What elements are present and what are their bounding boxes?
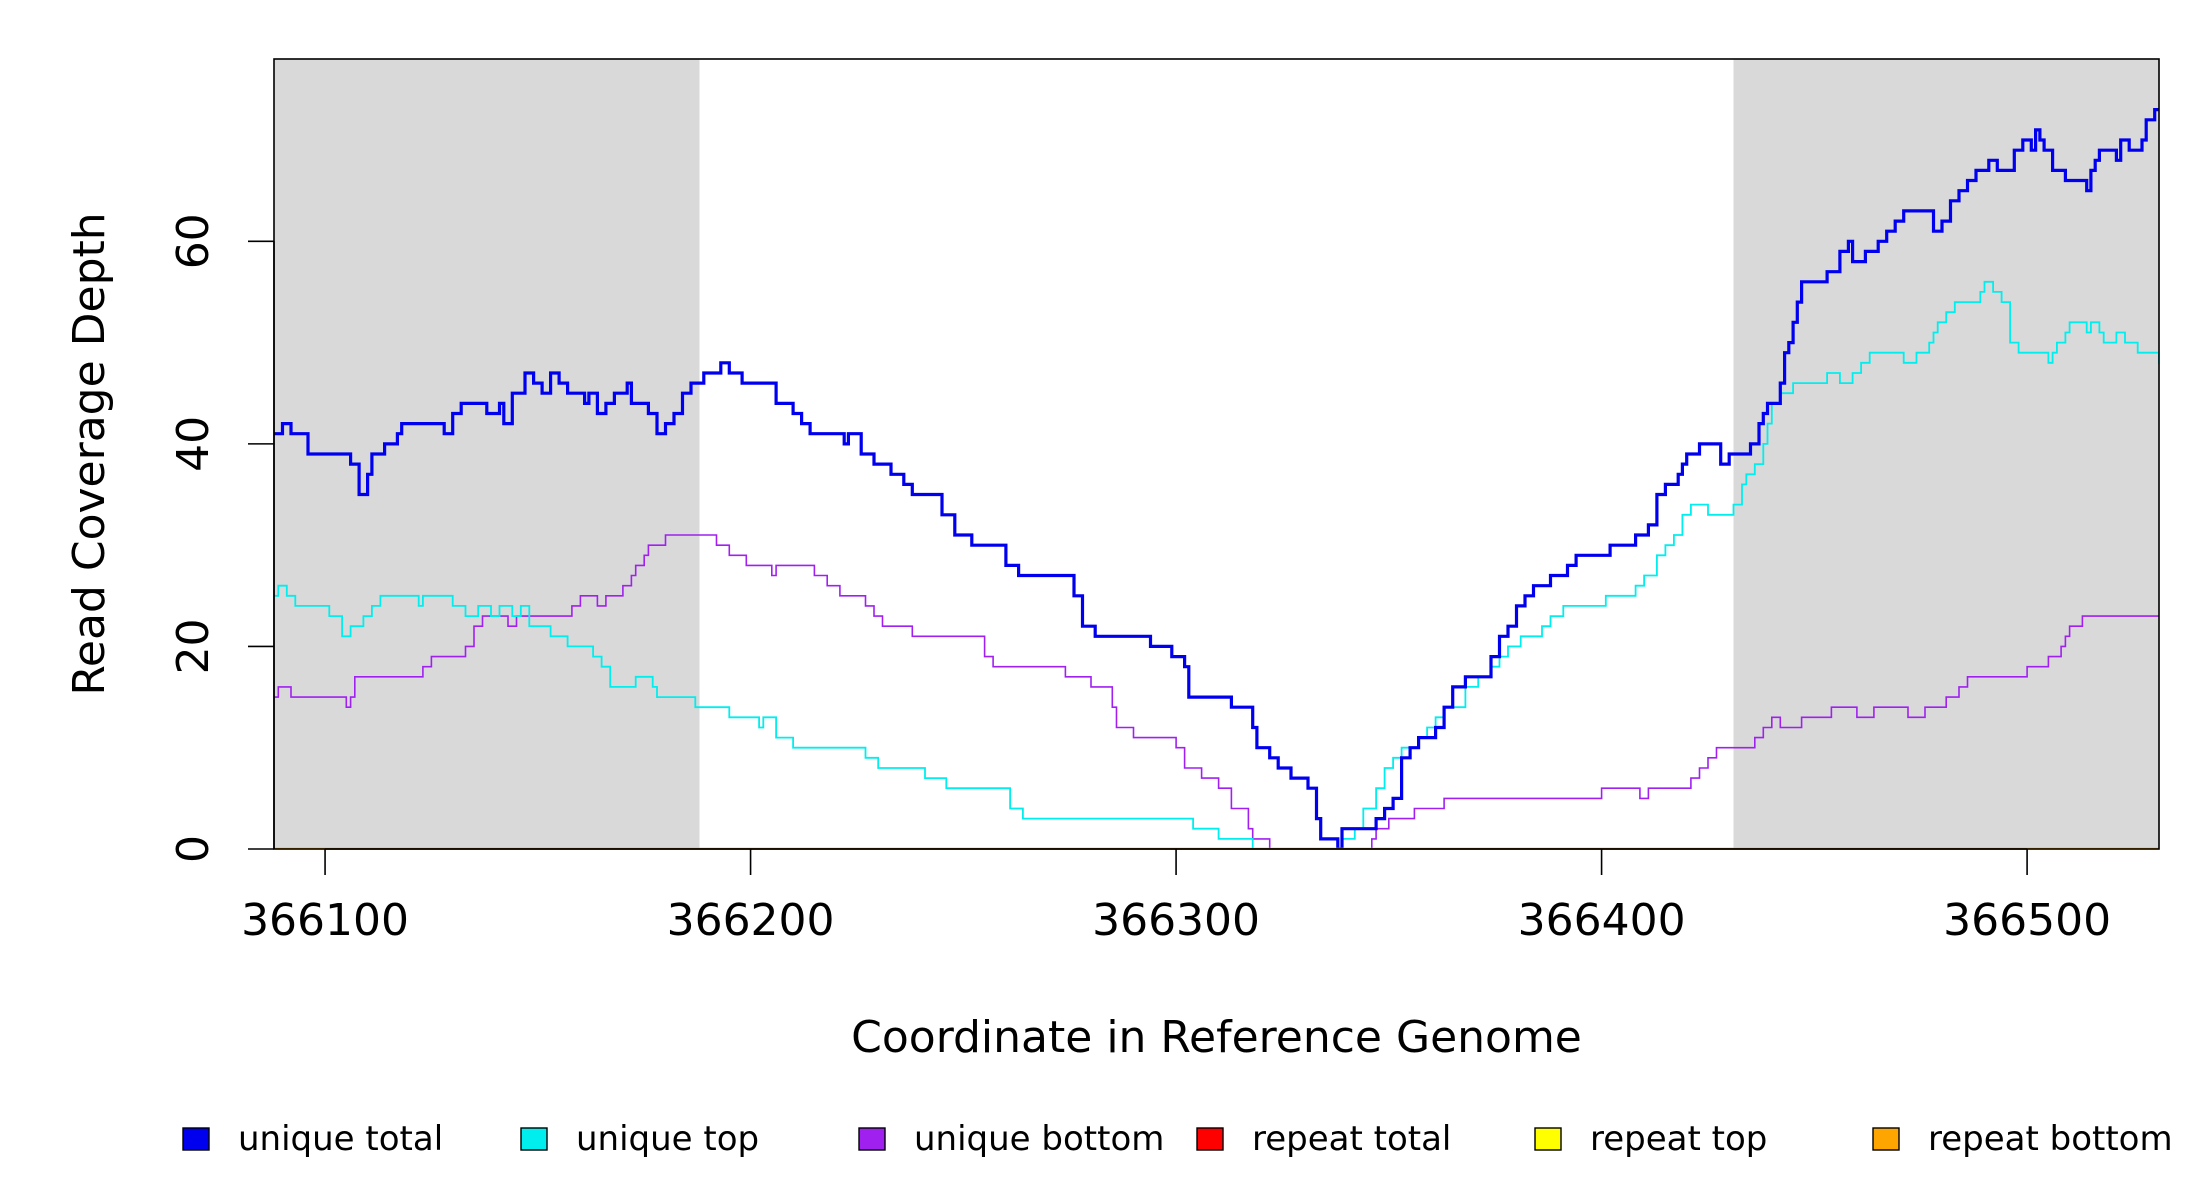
- y-tick-label: 40: [168, 416, 219, 472]
- legend-label: repeat bottom: [1928, 1119, 2173, 1159]
- legend: unique total unique top unique bottom repea…: [182, 1119, 2173, 1159]
- x-tick-label: 366100: [241, 895, 409, 946]
- x-tick-label: 366500: [1943, 895, 2111, 946]
- y-axis-title: Read Coverage Depth: [64, 212, 115, 695]
- x-tick-label: 366200: [667, 895, 835, 946]
- shaded-regions: [274, 59, 2159, 849]
- legend-swatch: [1196, 1127, 1224, 1151]
- y-tick-label: 60: [168, 213, 219, 269]
- legend-swatch: [1872, 1127, 1900, 1151]
- y-tick-label: 0: [168, 835, 219, 863]
- series-unique-bottom: [274, 534, 2159, 849]
- plot-area: [273, 58, 2160, 850]
- legend-label: repeat total: [1252, 1119, 1451, 1159]
- series-unique-total: [274, 108, 2159, 849]
- series-lines: [274, 108, 2159, 849]
- legend-label: unique total: [238, 1119, 443, 1159]
- legend-swatch: [858, 1127, 886, 1151]
- shaded-region-2: [1733, 59, 2159, 849]
- legend-label: repeat top: [1590, 1119, 1767, 1159]
- legend-label: unique bottom: [914, 1119, 1164, 1159]
- legend-label: unique top: [576, 1119, 759, 1159]
- y-axis: 0 20 40 60: [168, 213, 275, 863]
- legend-swatch: [182, 1127, 210, 1151]
- y-tick-label: 20: [168, 618, 219, 674]
- x-axis-title: Coordinate in Reference Genome: [851, 1012, 1582, 1063]
- legend-swatch: [520, 1127, 548, 1151]
- legend-swatch: [1534, 1127, 1562, 1151]
- x-tick-label: 366300: [1092, 895, 1260, 946]
- x-tick-label: 366400: [1518, 895, 1686, 946]
- x-axis: 366100 366200 366300 366400 366500: [241, 848, 2111, 946]
